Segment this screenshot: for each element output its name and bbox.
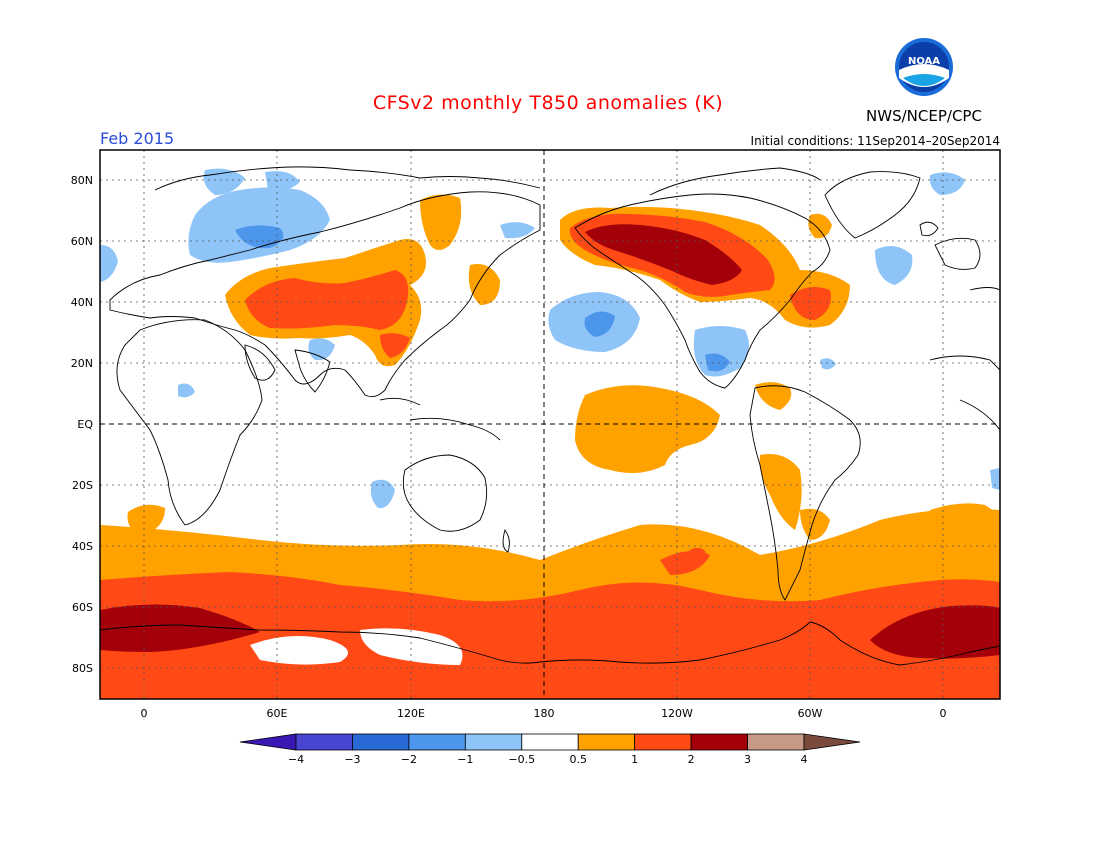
colorbar-swatch	[295, 733, 353, 751]
lon-label-60e: 60E	[267, 707, 288, 720]
lat-label-60s: 60S	[72, 601, 93, 614]
noaa-logo-text: NOAA	[908, 56, 940, 67]
colorbar-swatch	[690, 733, 748, 751]
map-frame	[99, 149, 1001, 700]
lon-label-60w: 60W	[798, 707, 823, 720]
lat-label-eq: EQ	[77, 418, 93, 431]
equator-dateline	[100, 150, 1000, 699]
lat-label-80n: 80N	[71, 174, 93, 187]
forecast-month: Feb 2015	[100, 129, 174, 148]
lat-label-20n: 20N	[71, 357, 93, 370]
lat-label-20s: 20S	[72, 479, 93, 492]
colorbar-tick-label: −1	[457, 753, 473, 766]
lat-label-80s: 80S	[72, 662, 93, 675]
noaa-logo: NOAA	[895, 38, 953, 96]
lat-label-40s: 40S	[72, 540, 93, 553]
agency-label: NWS/NCEP/CPC	[866, 107, 982, 125]
colorbar-swatch	[521, 733, 579, 751]
tropical-pacific-anomaly	[575, 382, 830, 540]
colorbar-swatch	[408, 733, 466, 751]
colorbar-swatch	[634, 733, 692, 751]
colorbar-tick-label: −4	[288, 753, 304, 766]
grid	[100, 150, 1000, 699]
longitude-labels: 0 60E 120E 180 120W 60W 0	[141, 707, 947, 720]
lon-label-0-right: 0	[940, 707, 947, 720]
eurasia-anomaly	[225, 194, 500, 367]
cold-anomalies	[100, 168, 1000, 509]
colorbar-tick-label: −0.5	[508, 753, 535, 766]
colorbar-tick-label: 3	[744, 753, 751, 766]
colorbar-swatch	[464, 733, 523, 751]
initial-conditions: Initial conditions: 11Sep2014–20Sep2014	[751, 134, 1000, 148]
colorbar-tick-label: −3	[344, 753, 360, 766]
colorbar-tick-label: 1	[631, 753, 638, 766]
colorbar-tick-label: 2	[688, 753, 695, 766]
lat-label-40n: 40N	[71, 296, 93, 309]
colorbar-tick-label: 4	[801, 753, 808, 766]
lon-label-120w: 120W	[661, 707, 693, 720]
colorbar-swatch-max	[803, 733, 861, 751]
colorbar-swatch	[577, 733, 636, 751]
colorbar: −4 −3 −2 −1 −0.5 0.5 1 2 3 4	[239, 733, 861, 766]
latitude-labels: 80N 60N 40N 20N EQ 20S 40S 60S 80S	[71, 174, 94, 675]
lat-label-60n: 60N	[71, 235, 93, 248]
lon-label-0-left: 0	[141, 707, 148, 720]
lon-label-180: 180	[534, 707, 555, 720]
colorbar-swatch-min	[239, 733, 297, 751]
southern-ocean-anomaly	[100, 503, 1000, 699]
colorbar-swatch	[352, 733, 410, 751]
coastlines	[100, 166, 1000, 666]
lon-label-120e: 120E	[397, 707, 425, 720]
map-panel	[100, 150, 1000, 699]
north-america-anomaly	[560, 206, 850, 328]
map-title: CFSv2 monthly T850 anomalies (K)	[373, 92, 723, 114]
colorbar-tick-label: 0.5	[569, 753, 587, 766]
colorbar-tick-label: −2	[401, 753, 417, 766]
colorbar-swatch	[747, 733, 805, 751]
